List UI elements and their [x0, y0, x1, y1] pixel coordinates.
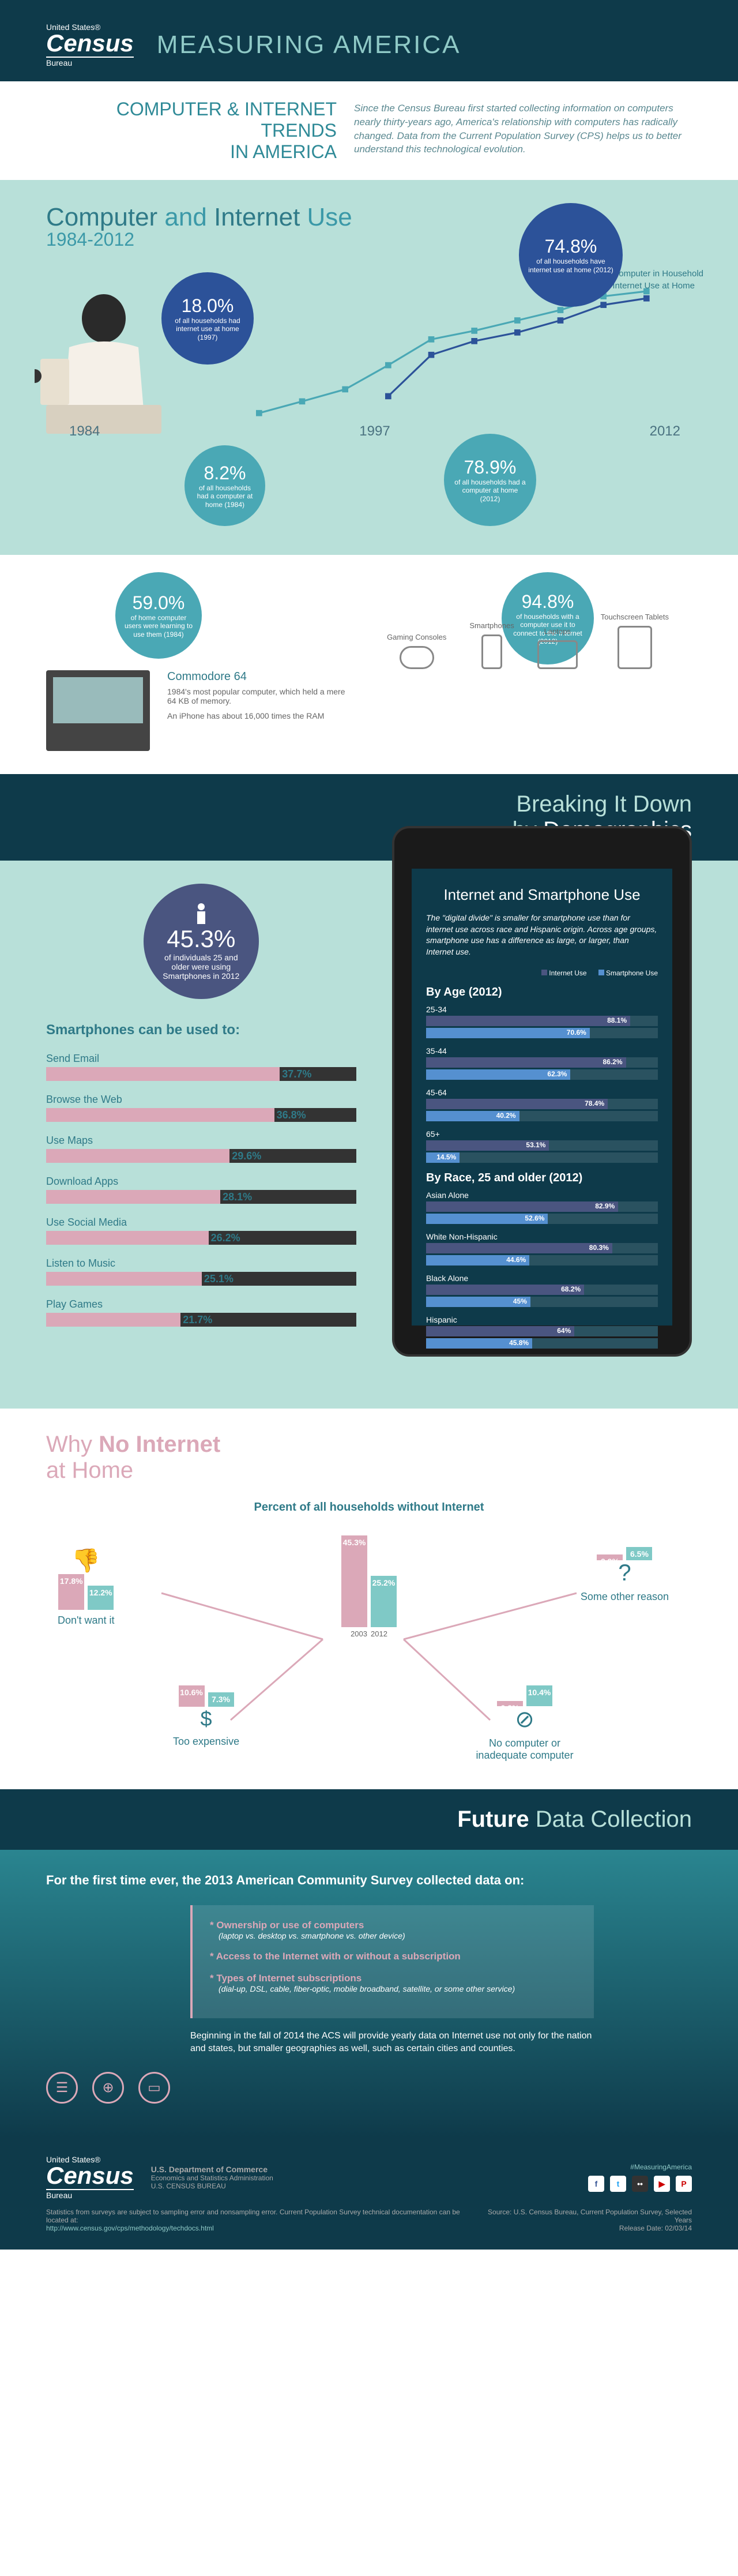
section-title-desc: Since the Census Bureau first started co…: [354, 99, 692, 163]
year-labels: 1984 1997 2012: [69, 423, 680, 440]
future-section: For the first time ever, the 2013 Americ…: [0, 1850, 738, 2138]
flickr-icon[interactable]: ••: [632, 2176, 648, 2192]
devices-section: 59.0%of home computer users were learnin…: [0, 555, 738, 774]
uses-chart: Send Email 37.7%Browse the Web 36.8%Use …: [46, 1053, 356, 1327]
footer: United States® Census Bureau U.S. Depart…: [0, 2138, 738, 2250]
footer-source: Source: U.S. Census Bureau, Current Popu…: [477, 2208, 692, 2232]
device-tablets: Touchscreen Tablets: [601, 613, 669, 674]
footer-hashtag: #MeasuringAmerica: [588, 2163, 692, 2171]
section-title: COMPUTER & INTERNET TRENDS IN AMERICA Si…: [0, 81, 738, 180]
facebook-icon[interactable]: f: [588, 2176, 604, 2192]
census-logo: United States® Census Bureau: [46, 23, 134, 67]
phone-legend: Internet Use Smartphone Use: [426, 969, 658, 977]
demographics-section: 45.3% of individuals 25 and older were u…: [0, 861, 738, 1409]
nointernet-header: Why No Internetat Home: [0, 1409, 738, 1489]
twitter-icon[interactable]: t: [610, 2176, 626, 2192]
smartphone-pct-bubble: 45.3% of individuals 25 and older were u…: [144, 884, 259, 999]
usage-section: Computer and Internet Use 1984-2012 Comp…: [0, 180, 738, 555]
future-intro: For the first time ever, the 2013 Americ…: [46, 1873, 692, 1888]
section-title-left: COMPUTER & INTERNET TRENDS IN AMERICA: [46, 99, 337, 163]
footer-dept: U.S. Department of Commerce Economics an…: [151, 2165, 273, 2190]
laptop-icon: ▭: [138, 2072, 170, 2104]
phone-race-title: By Race, 25 and older (2012): [426, 1171, 658, 1185]
footer-disclaimer: Statistics from surveys are subject to s…: [46, 2208, 477, 2232]
reason-nocomputer: 2.8% 10.4% ⊘ No computer or inadequate c…: [473, 1685, 577, 1762]
reason-center: 45.3% 25.2% 20032012: [341, 1535, 397, 1638]
main-title: MEASURING AMERICA: [157, 31, 461, 59]
phone-title: Internet and Smartphone Use: [426, 886, 658, 904]
footer-logo: United States® Census Bureau: [46, 2156, 134, 2199]
reason-dontwant: 👎 17.8% 12.2% Don't want it: [58, 1547, 114, 1627]
phone-desc: The "digital divide" is smaller for smar…: [426, 913, 658, 957]
pinterest-icon[interactable]: P: [676, 2176, 692, 2192]
header: United States® Census Bureau MEASURING A…: [0, 0, 738, 81]
youtube-icon[interactable]: ▶: [654, 2176, 670, 2192]
phone-age-chart: 25-34 88.1% 70.6%35-44 86.2% 62.3%45-64 …: [426, 1005, 658, 1163]
globe-icon: ⊕: [92, 2072, 124, 2104]
nointernet-section: Percent of all households without Intern…: [0, 1489, 738, 1789]
phone-age-title: By Age (2012): [426, 986, 658, 999]
bubble-computer-2012: 78.9%of all households had a computer at…: [444, 434, 536, 526]
person-illustration: [35, 290, 173, 440]
phone-race-chart: Asian Alone 82.9% 52.6%White Non-Hispani…: [426, 1191, 658, 1349]
uses-title: Smartphones can be used to:: [46, 1022, 356, 1038]
logo-bottom: Bureau: [46, 57, 134, 67]
device-consoles: Gaming Consoles: [387, 633, 446, 674]
commodore-icon: [46, 670, 150, 751]
device-laptops: Laptops: [537, 627, 578, 674]
social-icons: f t •• ▶ P: [588, 2176, 692, 2192]
reason-other: 2.9% 6.5% ? Some other reason: [581, 1547, 669, 1603]
logo-main: Census: [46, 31, 134, 55]
reason-expensive: 10.6% 7.3% $ Too expensive: [173, 1685, 239, 1748]
bubble-learning: 59.0%of home computer users were learnin…: [115, 572, 202, 659]
future-box: * Ownership or use of computers(laptop v…: [190, 1905, 594, 2018]
phone-mockup: Internet and Smartphone Use The "digital…: [392, 826, 692, 1357]
device-smartphones: Smartphones: [469, 621, 514, 674]
bubble-internet-1997: 18.0%of all households had internet use …: [161, 272, 254, 365]
future-note: Beginning in the fall of 2014 the ACS wi…: [190, 2030, 594, 2056]
future-icons: ☰ ⊕ ▭: [46, 2072, 170, 2104]
rss-icon: ☰: [46, 2072, 78, 2104]
commodore-text: Commodore 64 1984's most popular compute…: [167, 670, 352, 720]
future-header: Future Data Collection: [0, 1789, 738, 1850]
devices-row: Gaming Consoles Smartphones Laptops Touc…: [387, 613, 669, 674]
nointernet-title: Percent of all households without Intern…: [46, 1501, 692, 1514]
bubble-computer-1984: 8.2%of all households had a computer at …: [184, 445, 265, 526]
bubble-internet-2012: 74.8%of all households have internet use…: [519, 203, 623, 307]
